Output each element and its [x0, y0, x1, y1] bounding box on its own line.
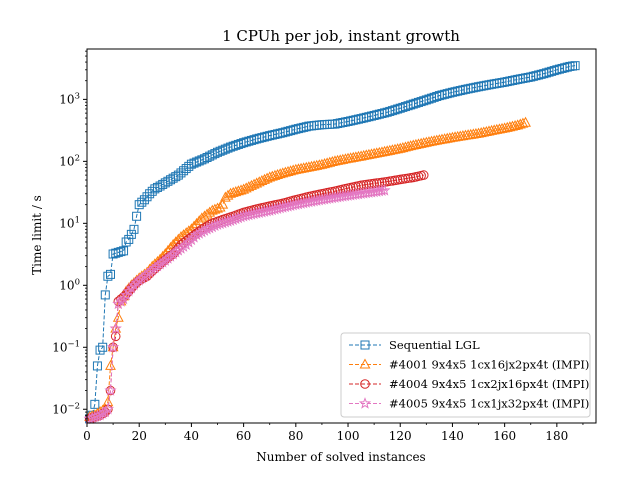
data-point: [163, 176, 173, 186]
legend-box: [340, 332, 591, 418]
data-point: [139, 195, 149, 205]
data-point: [100, 290, 110, 300]
data-point: [124, 234, 134, 244]
legend-entry: #4001 9x4x5 1cx16jx2px4t (IMPI): [349, 358, 589, 372]
data-point: [103, 271, 113, 281]
data-point: [104, 384, 117, 396]
data-point: [240, 182, 252, 193]
data-point: [246, 179, 257, 190]
data-point: [142, 192, 152, 202]
x-tick-label: 100: [337, 429, 360, 443]
data-point: [378, 183, 391, 196]
data-point: [114, 295, 128, 307]
x-tick-label: 80: [288, 429, 303, 443]
data-point: [112, 311, 124, 322]
series-line: [89, 189, 385, 420]
data-point: [98, 342, 108, 352]
y-tick-label: 102: [59, 153, 80, 168]
x-tick-label: 140: [441, 429, 464, 443]
series-1: [85, 61, 580, 424]
data-point: [253, 176, 265, 187]
legend-label: Sequential LGL: [389, 338, 480, 352]
y-tick-label: 10−1: [52, 339, 80, 354]
data-point: [129, 224, 139, 234]
data-point: [116, 247, 126, 257]
y-tick-label: 100: [59, 277, 80, 292]
legend-marker: [359, 358, 371, 369]
data-point: [166, 175, 176, 185]
data-point: [570, 61, 580, 71]
x-axis: 0 20 40 60 80 100 120 140 160 180: [83, 423, 584, 443]
legend-entry: Sequential LGL: [349, 338, 480, 352]
data-point: [101, 402, 114, 415]
data-point: [95, 345, 105, 355]
legend-marker: [360, 340, 370, 350]
data-point: [243, 181, 255, 192]
y-tick-label: 103: [59, 91, 80, 106]
legend-marker: [360, 379, 370, 389]
legend-label: #4005 9x4x5 1cx1jx32px4t (IMPI): [389, 397, 589, 411]
legend-entry: #4005 9x4x5 1cx1jx32px4t (IMPI): [349, 397, 589, 411]
data-point: [152, 182, 162, 192]
data-point: [517, 117, 529, 128]
x-tick-label: 180: [545, 429, 568, 443]
x-tick-label: 120: [389, 429, 412, 443]
data-point: [106, 340, 120, 353]
data-point: [259, 173, 270, 184]
data-point: [204, 206, 216, 217]
data-point: [125, 281, 138, 294]
data-point: [137, 197, 147, 207]
data-point: [99, 405, 112, 418]
data-point: [251, 177, 263, 188]
y-axis-label: Time limit / s: [30, 195, 44, 275]
data-point: [418, 170, 429, 180]
data-point: [187, 230, 201, 243]
plot-frame: [86, 48, 597, 424]
data-point: [109, 322, 122, 334]
legend-label: #4004 9x4x5 1cx2jx16px4t (IMPI): [389, 377, 589, 391]
data-point: [119, 246, 129, 256]
data-point: [238, 183, 250, 194]
legend-entry: #4004 9x4x5 1cx2jx16px4t (IMPI): [349, 377, 589, 391]
x-tick-label: 40: [184, 429, 199, 443]
data-point: [145, 189, 155, 199]
plot-series: [83, 61, 580, 425]
data-point: [105, 359, 116, 370]
y-tick-label: 10−2: [52, 401, 80, 416]
x-tick-label: 0: [83, 429, 91, 443]
x-tick-label: 20: [132, 429, 147, 443]
x-axis-label: Number of solved instances: [256, 450, 425, 464]
data-point: [214, 201, 226, 212]
data-point: [248, 178, 260, 189]
data-point: [168, 173, 178, 183]
legend: Sequential LGL #4001 9x4x5 1cx16jx2px4t (…: [340, 332, 591, 418]
data-point: [121, 237, 131, 247]
data-point: [126, 229, 136, 239]
x-tick-label: 160: [493, 429, 516, 443]
x-tick-label: 60: [236, 429, 251, 443]
data-point: [92, 361, 102, 371]
data-point: [222, 189, 234, 200]
data-point: [217, 198, 229, 209]
data-point: [113, 247, 123, 257]
legend-label: #4001 9x4x5 1cx16jx2px4t (IMPI): [389, 358, 589, 372]
legend-marker: [358, 397, 372, 409]
data-point: [132, 211, 142, 221]
data-point: [256, 174, 268, 186]
data-point: [160, 178, 170, 188]
data-point: [122, 284, 135, 297]
data-point: [134, 200, 144, 210]
data-point: [520, 116, 531, 127]
y-axis: 10−2 10−1 100 101 102 103: [52, 50, 87, 420]
y-tick-label: 101: [59, 215, 80, 230]
data-point: [155, 181, 165, 191]
data-point: [105, 269, 115, 279]
data-point: [90, 399, 100, 409]
chart-title: 1 CPUh per job, instant growth: [222, 27, 460, 45]
series-4: [83, 183, 391, 425]
data-point: [158, 179, 168, 189]
